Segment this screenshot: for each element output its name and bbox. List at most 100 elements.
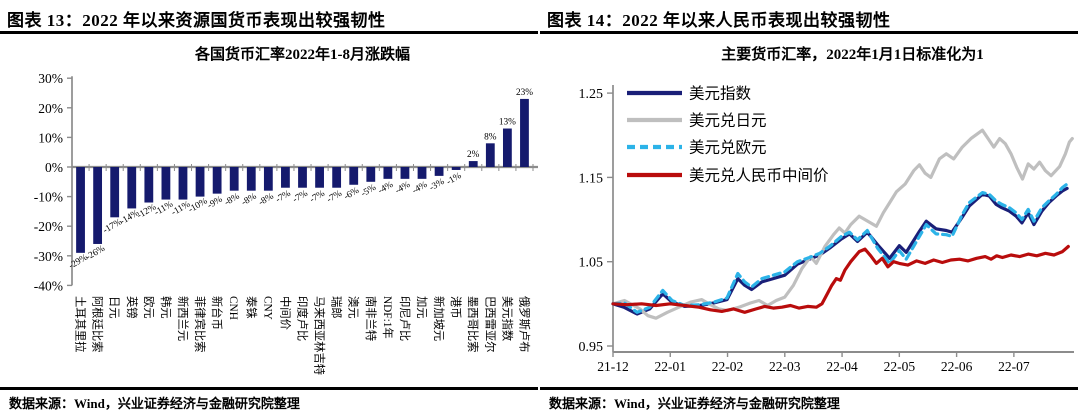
x-category-label: 新台币 (210, 296, 224, 330)
bar-value-label: -8% (223, 192, 242, 209)
bar-value-label: -4% (411, 180, 430, 197)
x-category-label: 阿根廷比索 (91, 296, 105, 353)
x-tick-label: 21-12 (597, 359, 629, 374)
bar (349, 167, 359, 185)
bar (246, 167, 256, 191)
x-category-label: 巴西雷亚尔 (483, 296, 496, 353)
figure-13-heading-rule (0, 31, 538, 34)
x-category-label: CNH (227, 296, 239, 320)
y-tick-label: 0% (45, 160, 63, 175)
x-category-label: 欧元 (142, 296, 155, 319)
figure-14-source-rule (540, 387, 1078, 390)
figure-14-data-source: 数据来源：Wind，兴业证券经济与金融研究院整理 (549, 396, 840, 411)
bar (195, 167, 205, 197)
bar (93, 167, 103, 244)
x-category-label: 土耳其里拉 (74, 296, 88, 353)
currency-index-line-chart: 1.25 1.15 1.05 0.95 21-12 22-01 22-02 22-03 22-0… (579, 85, 1074, 374)
bar (451, 167, 461, 170)
bar (417, 167, 427, 179)
x-category-label: 港币 (449, 296, 462, 319)
bar (502, 128, 512, 167)
currency-change-bar-chart: 30%20%10%0%-10%-20%-30%-40%-29%土耳其里拉-26%… (34, 71, 538, 375)
figure-13-panel: 图表 13：2022 年以来资源国货币表现出较强韧性 各国货币汇率2022年1-… (0, 11, 538, 411)
bar (434, 167, 444, 176)
bar (468, 161, 478, 167)
x-category-label: 美元指数 (500, 296, 514, 341)
bar-value-label: -9% (206, 195, 225, 212)
bar-value-label: -4% (377, 180, 396, 197)
x-tick-label: 22-06 (941, 359, 973, 374)
x-category-label: NDF:1年 (381, 296, 395, 339)
bar (366, 167, 376, 182)
bar-value-label: -8% (257, 192, 276, 209)
bar (212, 167, 222, 194)
y-tick-label: -20% (34, 219, 63, 234)
bar-chart-title: 各国货币汇率2022年1-8月涨跌幅 (195, 47, 410, 63)
bar (485, 143, 495, 167)
bar (332, 167, 342, 188)
bar (400, 167, 410, 179)
bar (127, 167, 137, 209)
series-line-美元兑人民币中间价 (611, 244, 1070, 314)
x-category-label: 加元 (415, 296, 428, 319)
y-tick-label: 1.15 (579, 171, 604, 186)
bar (263, 167, 273, 191)
figure-13-data-source: 数据来源：Wind，兴业证券经济与金融研究院整理 (9, 396, 300, 411)
bar-value-label: -7% (308, 189, 327, 206)
bar (298, 167, 307, 188)
bar (315, 167, 324, 188)
bar-value-label: -6% (343, 186, 362, 203)
x-tick-label: 22-05 (884, 359, 916, 374)
figure-13-heading: 图表 13：2022 年以来资源国货币表现出较强韧性 (7, 11, 386, 30)
x-category-label: CNY (261, 296, 273, 320)
x-category-label: 南非兰特 (364, 296, 378, 341)
x-category-label: 俄罗斯卢布 (517, 296, 530, 353)
legend-label: 美元兑人民币中间价 (689, 167, 829, 185)
y-tick-label: 0.95 (579, 340, 604, 355)
x-category-label: 新西兰元 (176, 296, 190, 341)
x-tick-label: 22-07 (998, 359, 1030, 374)
y-tick-label: 10% (38, 130, 63, 145)
y-tick-label: 20% (38, 101, 63, 116)
bar (76, 167, 85, 253)
x-category-label: 墨西哥比索 (466, 296, 480, 352)
bar (178, 167, 188, 200)
bar-value-label: -7% (325, 189, 344, 206)
y-tick-label: 1.05 (579, 256, 604, 271)
figure-14-heading: 图表 14：2022 年以来人民币表现出较强韧性 (547, 11, 891, 30)
legend-label: 美元兑日元 (689, 112, 767, 130)
x-tick-label: 22-03 (769, 359, 801, 374)
series-line-美元兑欧元 (611, 182, 1069, 314)
bar-value-label: 2% (467, 150, 480, 160)
bar-value-label: -7% (291, 189, 310, 206)
bar-value-label: 23% (516, 88, 533, 98)
bar-value-label: -1% (445, 171, 464, 188)
bar-value-label: 13% (499, 118, 516, 128)
x-category-label: 澳元 (347, 296, 360, 319)
x-category-label: 日元 (108, 296, 120, 319)
y-tick-label: 30% (38, 71, 63, 86)
figure-13-source-rule (0, 387, 538, 390)
bar (520, 98, 529, 167)
bar-value-label: -3% (428, 177, 447, 194)
y-tick-label: -30% (34, 249, 63, 264)
y-tick-label: -40% (34, 278, 63, 293)
figure-14-heading-rule (540, 31, 1078, 34)
series-line-美元指数 (611, 186, 1069, 316)
bar-value-label: -8% (240, 192, 259, 209)
legend-label: 美元指数 (689, 85, 752, 103)
bar (383, 167, 393, 179)
x-category-label: 新加坡元 (432, 296, 446, 341)
x-category-label: 韩元 (159, 296, 173, 319)
bar (281, 167, 290, 188)
bar-value-label: -5% (360, 183, 379, 200)
x-tick-label: 22-04 (826, 359, 858, 374)
figure-14-panel: 图表 14：2022 年以来人民币表现出较强韧性 主要货币汇率，2022年1月1… (540, 0, 1080, 419)
legend-label: 美元兑欧元 (689, 139, 767, 157)
x-tick-label: 22-02 (712, 359, 744, 374)
bar-value-label: -7% (274, 189, 293, 206)
bar (144, 167, 154, 203)
line-chart-title: 主要货币汇率，2022年1月1日标准化为1 (721, 47, 984, 63)
bar-value-label: 8% (484, 132, 497, 142)
